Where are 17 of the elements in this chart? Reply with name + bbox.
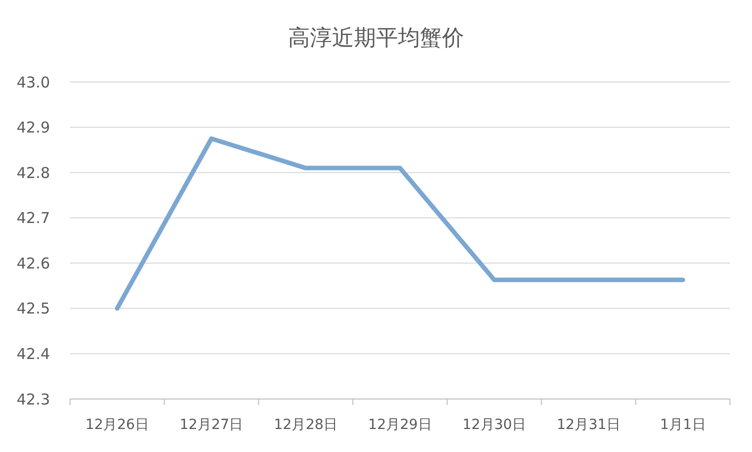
x-tick-label: 12月27日: [180, 417, 244, 433]
y-tick-label: 42.7: [16, 209, 50, 228]
y-tick-label: 42.9: [16, 118, 50, 137]
chart-title: 高淳近期平均蟹价: [288, 26, 464, 51]
y-tick-label: 42.5: [16, 300, 50, 318]
y-tick-label: 42.8: [16, 164, 50, 182]
y-tick-label: 43.0: [16, 73, 50, 92]
x-tick-label: 12月31日: [556, 417, 620, 433]
y-tick-label: 42.6: [16, 254, 50, 272]
x-tick-label: 12月29日: [368, 417, 432, 433]
x-tick-label: 12月30日: [462, 417, 526, 433]
x-tick-label: 12月26日: [85, 417, 149, 433]
y-tick-label: 42.3: [16, 390, 50, 408]
x-tick-label: 12月28日: [274, 417, 338, 433]
y-tick-label: 42.4: [16, 344, 50, 363]
line-series: [114, 136, 686, 311]
x-tick-label: 1月1日: [660, 417, 706, 433]
